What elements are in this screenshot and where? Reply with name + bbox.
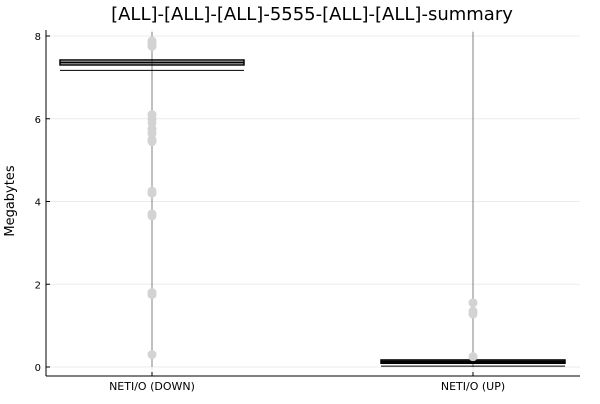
chart-title: [ALL]-[ALL]-[ALL]-5555-[ALL]-[ALL]-summa… (111, 4, 513, 25)
outlier-point (147, 110, 157, 120)
x-tick-label: NETI/O (UP) (441, 380, 505, 393)
outlier-point (147, 134, 157, 144)
outlier-point (468, 306, 478, 316)
y-tick-label: 4 (35, 198, 41, 209)
y-tick-label: 6 (35, 115, 41, 126)
outlier-point (147, 36, 157, 46)
y-tick-label: 8 (35, 32, 41, 43)
x-tick-label: NETI/O (DOWN) (109, 380, 195, 393)
y-axis-label: Megabytes (3, 165, 18, 236)
outlier-point (147, 288, 157, 298)
outlier-point (147, 350, 157, 360)
outlier-point (468, 298, 478, 308)
y-tick-label: 2 (35, 280, 41, 291)
y-tick-label: 0 (35, 363, 41, 374)
outlier-point (147, 124, 157, 134)
outlier-point (468, 352, 478, 362)
outlier-point (147, 186, 157, 196)
plot-area: 0 2 4 6 8 NETI/O (DOWN) NETI/O (UP) (35, 30, 580, 393)
outlier-point (147, 209, 157, 219)
